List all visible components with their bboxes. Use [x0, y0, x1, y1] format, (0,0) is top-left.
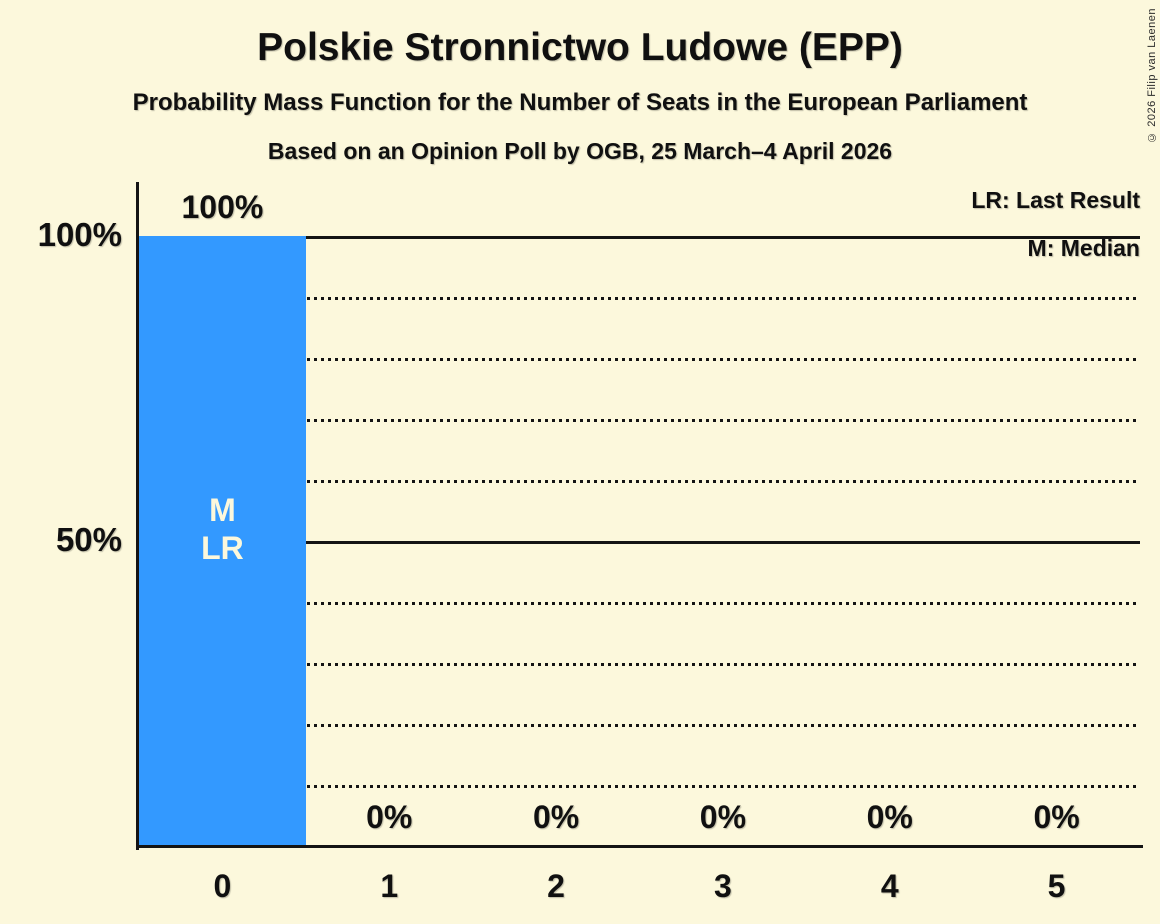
gridline-solid-100 — [139, 236, 1140, 239]
bar-seats-0 — [139, 236, 306, 847]
bar-median-lastresult-annotation: M LR — [201, 491, 244, 567]
gridline-dotted-40 — [139, 602, 1140, 605]
gridline-dotted-80 — [139, 358, 1140, 361]
x-axis-line — [136, 845, 1143, 848]
bar-value-label: 0% — [532, 799, 580, 835]
x-axis-tick-label: 4 — [880, 868, 899, 904]
gridline-dotted-90 — [139, 297, 1140, 300]
x-axis-tick-label: 5 — [1047, 868, 1066, 904]
x-axis-tick-label: 3 — [714, 868, 732, 904]
y-axis-tick-label: 50% — [55, 521, 122, 558]
bar-value-label: 0% — [866, 799, 913, 835]
x-axis-tick-label: 1 — [380, 868, 399, 904]
chart-subtitle: Probability Mass Function for the Number… — [132, 89, 1028, 116]
x-axis-tick-label: 2 — [547, 868, 565, 904]
bar-annotation-line: LR — [201, 530, 244, 566]
copyright-notice: © 2026 Filip van Laenen — [1146, 8, 1158, 143]
bar-value-label: 0% — [1033, 799, 1080, 835]
chart-title: Polskie Stronnictwo Ludowe (EPP) — [257, 26, 903, 69]
gridline-dotted-70 — [139, 419, 1140, 422]
gridline-dotted-30 — [139, 663, 1140, 666]
legend-median: M: Median — [1027, 235, 1140, 261]
y-axis-line — [136, 182, 139, 850]
x-axis-tick-label: 0 — [213, 868, 232, 904]
gridline-dotted-10 — [139, 785, 1140, 788]
bar-annotation-line: M — [209, 492, 236, 528]
gridline-dotted-20 — [139, 724, 1140, 727]
gridline-dotted-60 — [139, 480, 1140, 483]
bar-value-label: 0% — [699, 799, 747, 835]
bar-value-label: 0% — [366, 799, 413, 835]
bar-value-label: 100% — [181, 189, 264, 225]
chart-poll-info: Based on an Opinion Poll by OGB, 25 Marc… — [267, 138, 893, 164]
legend-last-result: LR: Last Result — [971, 187, 1140, 213]
gridline-solid-50 — [139, 541, 1140, 544]
y-axis-tick-label: 100% — [37, 216, 122, 253]
